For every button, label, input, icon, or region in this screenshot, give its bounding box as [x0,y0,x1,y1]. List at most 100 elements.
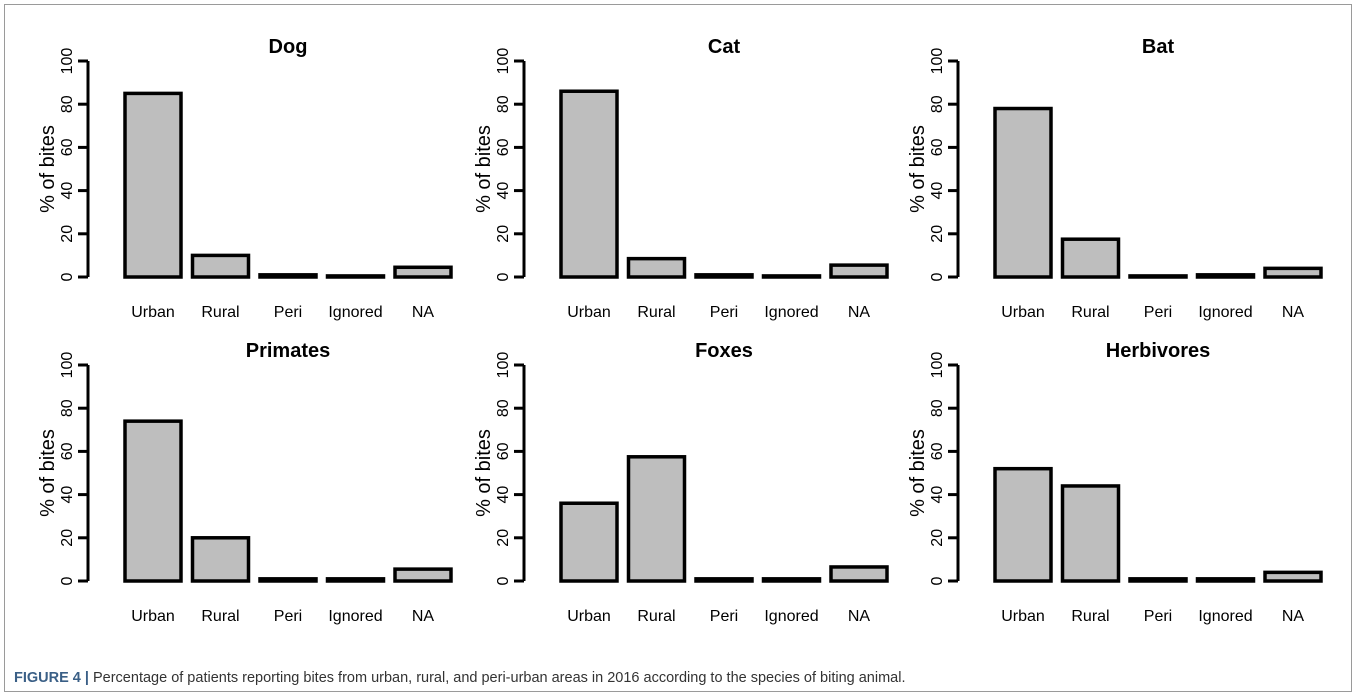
caption-label: FIGURE 4 | [14,670,89,686]
y-tick-label: 80 [59,95,76,113]
panel-dog: 0 20 40 60 80 100 % of bites Urban Rural Peri Igno… [37,36,453,321]
bar-urban [993,106,1053,279]
panel-title: Primates [246,340,331,362]
bar-urban [559,89,619,279]
bar-urban [559,501,619,583]
bar-rural [1060,484,1121,583]
y-axis-label: % of bites [37,125,59,213]
category-label-ignored: Ignored [328,608,382,625]
category-label-peri: Peri [274,304,302,321]
bar-peri [258,577,318,583]
bar-peri [258,273,318,279]
y-tick-label: 20 [929,225,946,243]
y-tick-label: 60 [495,442,512,460]
bar-na [1263,570,1323,583]
bar-ignored [761,274,822,279]
bar-ignored [1195,577,1256,583]
y-axis-label: % of bites [473,125,495,213]
category-label-urban: Urban [567,608,611,625]
category-label-ignored: Ignored [1198,608,1252,625]
y-tick-label: 60 [929,442,946,460]
y-tick-label: 60 [59,138,76,156]
y-axis-label: % of bites [907,125,929,213]
bar-urban [123,91,183,279]
category-label-rural: Rural [637,304,675,321]
category-label-na: NA [412,608,435,625]
category-label-rural: Rural [1071,608,1109,625]
category-label-urban: Urban [1001,608,1045,625]
category-label-peri: Peri [1144,304,1172,321]
y-tick-label: 60 [59,442,76,460]
panel-title: Foxes [695,340,753,362]
bar-urban [123,419,183,583]
panel-herbivores: 0 20 40 60 80 100 % of bites Urban Rural Peri Igno… [907,340,1323,625]
y-tick-label: 0 [495,272,512,281]
y-tick-label: 0 [59,272,76,281]
bar-peri [1128,274,1188,279]
bar-ignored [761,577,822,583]
y-tick-label: 100 [495,352,512,379]
category-label-na: NA [412,304,435,321]
panel-cat: 0 20 40 60 80 100 % of bites Urban Rural Peri Igno… [473,36,889,321]
category-label-peri: Peri [710,304,738,321]
category-label-peri: Peri [1144,608,1172,625]
y-tick-label: 100 [495,48,512,75]
y-tick-label: 20 [59,225,76,243]
y-tick-label: 0 [929,272,946,281]
y-tick-label: 0 [59,576,76,585]
bar-urban [993,466,1053,583]
panel-foxes: 0 20 40 60 80 100 % of bites Urban Rural Peri Igno… [473,340,889,625]
bar-peri [1128,577,1188,583]
category-label-rural: Rural [637,608,675,625]
bar-na [393,567,453,583]
panel-title: Bat [1142,36,1175,58]
y-tick-label: 100 [929,352,946,379]
category-label-ignored: Ignored [328,304,382,321]
category-label-rural: Rural [1071,304,1109,321]
bar-rural [190,536,251,583]
y-axis-label: % of bites [37,429,59,517]
panel-title: Dog [269,36,308,58]
y-tick-label: 40 [495,486,512,504]
y-tick-label: 80 [495,399,512,417]
category-label-na: NA [1282,608,1305,625]
y-tick-label: 80 [59,399,76,417]
bar-na [1263,266,1323,279]
category-label-rural: Rural [201,608,239,625]
category-label-urban: Urban [131,608,175,625]
panel-title: Herbivores [1106,340,1211,362]
y-tick-label: 40 [59,486,76,504]
y-tick-label: 100 [59,48,76,75]
bar-rural [626,455,687,583]
category-label-ignored: Ignored [1198,304,1252,321]
y-tick-label: 20 [495,225,512,243]
bar-peri [694,273,754,279]
y-tick-label: 60 [929,138,946,156]
y-tick-label: 20 [59,529,76,547]
y-tick-label: 20 [495,529,512,547]
category-label-peri: Peri [710,608,738,625]
bar-na [829,565,889,583]
y-tick-label: 40 [495,182,512,200]
bar-rural [626,256,687,279]
bar-ignored [325,274,386,279]
y-tick-label: 40 [929,486,946,504]
category-label-peri: Peri [274,608,302,625]
bar-ignored [325,577,386,583]
bar-na [829,263,889,279]
y-tick-label: 60 [495,138,512,156]
category-label-urban: Urban [567,304,611,321]
panel-primates: 0 20 40 60 80 100 % of bites Urban Rural Peri Igno… [37,340,453,625]
y-tick-label: 0 [929,576,946,585]
category-label-urban: Urban [131,304,175,321]
category-label-na: NA [848,608,871,625]
y-tick-label: 40 [929,182,946,200]
category-label-ignored: Ignored [764,304,818,321]
category-label-na: NA [848,304,871,321]
bar-ignored [1195,273,1256,279]
category-label-urban: Urban [1001,304,1045,321]
y-axis-label: % of bites [473,429,495,517]
bar-na [393,265,453,279]
y-tick-label: 20 [929,529,946,547]
